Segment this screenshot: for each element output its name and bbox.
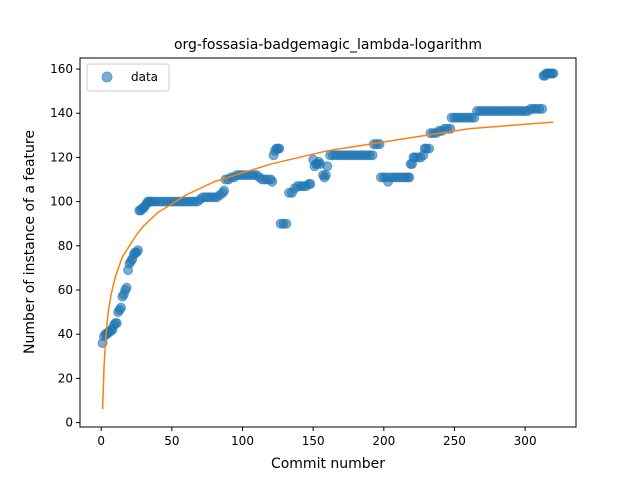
y-tick-label: 160 bbox=[50, 62, 73, 76]
data-point bbox=[404, 172, 415, 183]
data-point bbox=[537, 103, 548, 114]
fit-curve bbox=[101, 121, 554, 410]
data-point bbox=[281, 218, 292, 229]
data-points bbox=[97, 68, 559, 349]
marks-layer bbox=[97, 68, 559, 410]
y-tick-label: 100 bbox=[50, 195, 73, 209]
plot-frame bbox=[79, 57, 577, 428]
data-point bbox=[320, 170, 331, 181]
legend: data bbox=[86, 63, 170, 92]
data-point bbox=[274, 143, 285, 154]
x-axis-label: Commit number bbox=[271, 456, 385, 472]
data-point bbox=[305, 178, 316, 189]
y-tick-label: 0 bbox=[65, 416, 73, 430]
data-point bbox=[322, 161, 333, 172]
data-point bbox=[132, 245, 143, 256]
y-tick-label: 140 bbox=[50, 106, 73, 120]
data-point bbox=[267, 176, 278, 187]
chart-title: org-fossasia-badgemagic_lambda-logarithm bbox=[174, 37, 482, 53]
data-point bbox=[121, 282, 132, 293]
plot-area bbox=[80, 58, 576, 427]
y-axis-label: Number of instance of a feature bbox=[22, 130, 38, 354]
y-tick-label: 20 bbox=[58, 371, 73, 385]
y-tick-label: 120 bbox=[50, 150, 73, 164]
legend-box bbox=[86, 63, 170, 92]
y-tick-label: 40 bbox=[58, 327, 73, 341]
x-tick-label: 0 bbox=[97, 434, 105, 448]
x-tick-label: 250 bbox=[443, 434, 466, 448]
y-tick-label: 60 bbox=[58, 283, 73, 297]
ticks-layer: 0 50 100 150 200 250 300 0 20 40 60 80 100 120 140 160 bbox=[50, 62, 536, 448]
data-point bbox=[115, 302, 126, 313]
data-point bbox=[424, 143, 435, 154]
x-tick-label: 300 bbox=[514, 434, 537, 448]
data-point bbox=[548, 68, 559, 79]
y-tick-label: 80 bbox=[58, 239, 73, 253]
legend-label-data: data bbox=[131, 70, 158, 84]
x-tick-label: 150 bbox=[302, 434, 325, 448]
x-tick-label: 100 bbox=[231, 434, 254, 448]
x-tick-label: 50 bbox=[164, 434, 179, 448]
x-tick-label: 200 bbox=[372, 434, 395, 448]
data-point bbox=[374, 139, 385, 150]
data-point bbox=[367, 150, 378, 161]
data-point bbox=[219, 185, 230, 196]
legend-marker-data bbox=[101, 71, 113, 83]
data-point bbox=[111, 318, 122, 329]
